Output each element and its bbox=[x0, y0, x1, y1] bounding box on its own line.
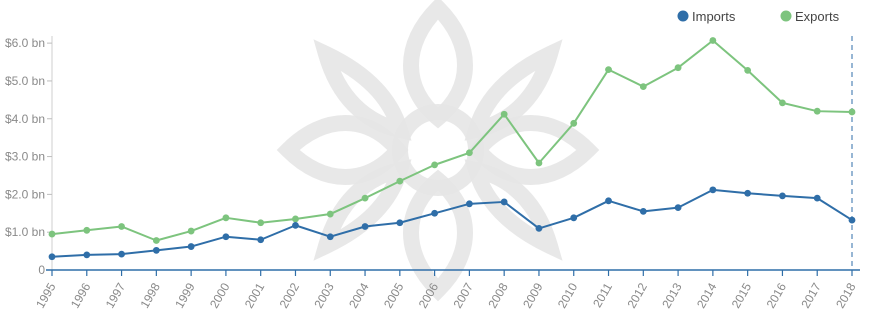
x-tick-label: 2012 bbox=[624, 280, 650, 310]
legend-marker-exports bbox=[780, 10, 792, 22]
exports-point bbox=[118, 223, 125, 230]
exports-line bbox=[51, 39, 853, 242]
x-tick-label: 1999 bbox=[172, 280, 198, 310]
exports-point bbox=[709, 37, 717, 44]
x-tick-label: 2016 bbox=[764, 280, 790, 310]
y-tick-label: $3.0 bn bbox=[5, 150, 45, 164]
y-tick-label: $4.0 bn bbox=[5, 112, 45, 126]
imports-point bbox=[674, 204, 682, 212]
x-tick-label: 2004 bbox=[346, 280, 372, 310]
watermark-pattern bbox=[276, 0, 600, 302]
imports-point bbox=[709, 186, 717, 194]
exports-point bbox=[257, 219, 265, 227]
exports-point bbox=[779, 99, 786, 107]
exports-point bbox=[83, 226, 91, 234]
imports-point bbox=[848, 216, 856, 224]
imports-point bbox=[83, 251, 91, 259]
y-tick-label: $6.0 bn bbox=[5, 36, 45, 50]
legend-marker-imports bbox=[677, 10, 689, 22]
imports-point bbox=[779, 192, 786, 200]
exports-point bbox=[500, 110, 508, 118]
exports-point bbox=[361, 194, 369, 202]
legend-item-exports[interactable]: Exports bbox=[780, 9, 840, 24]
x-tick-label: 2010 bbox=[555, 280, 581, 310]
imports-point bbox=[465, 200, 473, 208]
imports-point bbox=[500, 198, 508, 206]
x-tick-label: 2013 bbox=[659, 280, 685, 310]
series-layer bbox=[48, 37, 856, 261]
x-tick-label: 2014 bbox=[694, 280, 720, 310]
x-tick-label: 2015 bbox=[729, 280, 755, 310]
exports-point bbox=[848, 108, 856, 116]
imports-point bbox=[292, 221, 299, 229]
x-tick-label: 2009 bbox=[520, 280, 546, 310]
imports-point bbox=[257, 236, 265, 244]
x-tick-label: 2001 bbox=[242, 280, 268, 310]
x-tick-label: 1995 bbox=[33, 280, 59, 310]
imports-point bbox=[152, 246, 160, 254]
legend: Imports Exports bbox=[677, 9, 840, 24]
imports-point bbox=[361, 223, 369, 230]
exports-point bbox=[396, 177, 404, 185]
exports-point bbox=[292, 215, 299, 223]
imports-point bbox=[813, 194, 821, 202]
imports-point bbox=[639, 207, 647, 215]
legend-item-imports[interactable]: Imports bbox=[677, 9, 736, 24]
imports-point bbox=[326, 233, 334, 241]
exports-point bbox=[187, 227, 195, 235]
imports-point bbox=[570, 214, 578, 222]
imports-line bbox=[51, 188, 853, 258]
exports-point bbox=[465, 149, 473, 157]
y-tick-label: 0 bbox=[38, 263, 45, 277]
legend-label-exports: Exports bbox=[795, 9, 840, 24]
exports-point bbox=[674, 64, 682, 72]
x-tick-label: 1996 bbox=[68, 280, 94, 310]
axes-group: 0 $1.0 bn $2.0 bn $3.0 bn $4.0 bn $5.0 bn $6.0… bbox=[5, 36, 860, 311]
legend-label-imports: Imports bbox=[692, 9, 736, 24]
x-tick-label: 2011 bbox=[590, 280, 615, 310]
imports-point bbox=[187, 243, 195, 250]
imports-point bbox=[222, 233, 230, 241]
exports-point bbox=[813, 107, 821, 115]
x-tick-label: 2008 bbox=[485, 280, 511, 310]
exports-point bbox=[431, 161, 439, 169]
y-tick-label: $5.0 bn bbox=[5, 74, 45, 88]
x-tick-label: 2003 bbox=[311, 280, 337, 310]
y-tick-label: $2.0 bn bbox=[5, 187, 45, 201]
x-tick-label: 2005 bbox=[381, 280, 407, 310]
exports-point bbox=[535, 159, 543, 167]
exports-point bbox=[222, 214, 230, 222]
x-tick-label: 2018 bbox=[833, 280, 859, 310]
imports-point bbox=[118, 250, 125, 258]
exports-point bbox=[744, 66, 752, 74]
x-tick-label: 1997 bbox=[103, 280, 129, 310]
imports-point bbox=[431, 209, 439, 217]
exports-point bbox=[570, 119, 578, 127]
exports-point bbox=[152, 237, 160, 244]
exports-point bbox=[639, 83, 647, 91]
exports-point bbox=[48, 230, 56, 238]
x-tick-label: 2007 bbox=[451, 280, 477, 310]
imports-point bbox=[605, 197, 612, 205]
imports-point bbox=[396, 219, 404, 227]
x-tick-label: 2000 bbox=[207, 280, 233, 310]
y-tick-label: $1.0 bn bbox=[5, 225, 45, 239]
exports-point bbox=[605, 66, 612, 73]
x-tick-label: 2017 bbox=[798, 280, 824, 310]
x-tick-label: 1998 bbox=[137, 280, 163, 310]
x-tick-label: 2002 bbox=[277, 280, 303, 310]
imports-point bbox=[48, 253, 56, 261]
imports-point bbox=[744, 189, 752, 197]
exports-point bbox=[326, 210, 334, 218]
imports-point bbox=[535, 225, 543, 232]
